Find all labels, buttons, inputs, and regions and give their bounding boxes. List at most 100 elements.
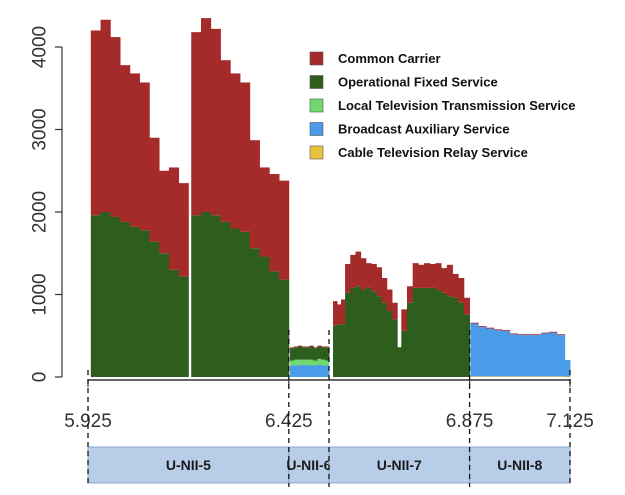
bar-ctrs-seg7-7 <box>525 376 534 377</box>
bar-cc-seg0-5 <box>139 82 150 231</box>
bar-cc-seg2-9 <box>325 346 330 348</box>
bar-cc-seg7-7 <box>525 334 534 336</box>
bar-cc-seg7-9 <box>541 332 550 334</box>
bar-bas-seg2-4 <box>305 365 310 377</box>
band-label-3: U-NII-8 <box>497 457 542 473</box>
bar-cc-seg2-8 <box>321 346 326 348</box>
bar-bas-seg7-10 <box>549 332 558 377</box>
bar-ofs-seg1-4 <box>230 228 241 377</box>
bar-cc-seg0-3 <box>120 65 131 222</box>
bar-bas-seg2-7 <box>317 364 322 378</box>
bar-cc-seg4-3 <box>360 258 367 290</box>
bar-bas-seg2-5 <box>309 365 314 377</box>
bar-ofs-seg0-5 <box>139 230 150 377</box>
legend-swatch-4 <box>309 145 324 160</box>
bar-cc-seg7-2 <box>486 327 495 329</box>
bar-bas-seg7-9 <box>541 333 550 377</box>
bar-cc-seg0-1 <box>100 19 111 212</box>
bar-cc-seg7-0 <box>470 322 479 324</box>
bar-cc-seg7-6 <box>517 334 526 336</box>
bar-ctrs-seg7-0 <box>470 376 479 377</box>
y-tick-label-1: 1000 <box>30 273 51 315</box>
bar-ofs-seg5-0 <box>397 347 402 377</box>
bar-ofs-seg1-8 <box>269 271 280 377</box>
bar-ofs-seg6-7 <box>441 292 448 377</box>
bar-ofs-seg1-6 <box>249 248 260 377</box>
bar-cc-seg4-5 <box>371 263 377 292</box>
bar-ofs-seg0-3 <box>120 221 131 377</box>
bar-cc-seg6-2 <box>412 263 419 288</box>
bar-cc-seg6-10 <box>458 278 465 303</box>
bar-cc-seg7-5 <box>509 333 518 335</box>
bar-cc-seg1-7 <box>259 167 270 257</box>
bar-ctrs-seg7-9 <box>541 376 550 377</box>
bar-ofs-seg4-1 <box>350 287 356 377</box>
bar-ofs-seg4-9 <box>392 319 398 377</box>
y-axis: 0 1000 2000 3000 4000 <box>30 26 63 382</box>
bar-cc-seg7-10 <box>549 331 558 333</box>
bar-ofs-seg4-2 <box>355 286 362 377</box>
bar-cc-seg4-4 <box>365 263 372 288</box>
bar-ofs-seg1-0 <box>191 215 202 377</box>
bar-cc-seg2-5 <box>309 345 314 347</box>
bar-bas-seg7-4 <box>501 330 511 377</box>
y-tick-label-0: 0 <box>30 372 51 383</box>
legend-swatch-3 <box>309 122 324 136</box>
y-tick-label-4: 4000 <box>30 26 51 68</box>
bar-ofs-seg1-9 <box>279 279 290 377</box>
x-tick-label-0: 5.925 <box>64 411 112 432</box>
bar-bas-seg7-3 <box>493 330 503 377</box>
legend-swatch-2 <box>309 98 324 113</box>
bar-bas-seg7-1 <box>478 326 487 377</box>
bar-ofs-seg6-10 <box>458 302 465 377</box>
x-tick-label-3: 7.125 <box>546 411 594 432</box>
bar-cc-seg2-1 <box>293 346 299 348</box>
bar-ofs-seg1-2 <box>210 215 221 377</box>
bar-cc-seg7-3 <box>493 329 503 331</box>
bar-cc-seg0-6 <box>149 137 160 242</box>
bar-cc-seg2-3 <box>301 346 307 348</box>
bar-layer <box>90 18 571 378</box>
bar-cc-seg3-2 <box>341 299 346 325</box>
band-label-0: U-NII-5 <box>166 457 211 473</box>
bar-ofs-seg0-6 <box>149 241 160 377</box>
bar-ofs-seg1-7 <box>259 256 270 377</box>
bar-cc-seg7-11 <box>556 334 566 336</box>
bar-bas-seg7-5 <box>509 334 518 377</box>
bar-ofs-seg6-2 <box>412 287 419 377</box>
bar-ltts-seg2-7 <box>317 358 322 365</box>
bar-bas-seg7-7 <box>525 335 534 377</box>
bar-cc-seg1-2 <box>210 28 221 216</box>
bar-cc-seg6-3 <box>418 264 425 288</box>
legend-label-3: Broadcast Auxiliary Service <box>338 122 510 137</box>
legend-swatch-0 <box>309 51 324 66</box>
bar-ofs-seg2-4 <box>305 347 310 360</box>
bar-ofs-seg6-11 <box>463 314 470 377</box>
bar-ctrs-seg8-0 <box>564 376 571 378</box>
bar-cc-seg6-8 <box>446 264 453 297</box>
bar-ofs-seg4-0 <box>345 292 351 377</box>
bar-ofs-seg4-8 <box>386 311 393 377</box>
bar-bas-seg7-6 <box>517 335 526 377</box>
bar-ltts-seg2-6 <box>313 360 318 366</box>
bar-cc-seg2-6 <box>313 347 318 349</box>
bar-ofs-seg1-1 <box>200 212 212 377</box>
bar-ofs-seg2-7 <box>317 346 322 359</box>
bar-cc-seg4-2 <box>355 251 362 287</box>
bar-cc-seg6-0 <box>401 309 408 331</box>
bar-ltts-seg2-8 <box>321 359 326 366</box>
bar-ofs-seg6-1 <box>406 302 414 377</box>
bar-cc-seg1-9 <box>279 180 290 280</box>
bar-ltts-seg2-0 <box>290 360 295 366</box>
bar-ofs-seg6-0 <box>401 330 408 377</box>
bar-ltts-seg2-9 <box>325 360 330 366</box>
bar-bas-seg2-0 <box>290 365 295 377</box>
bar-bas-seg2-1 <box>293 365 299 377</box>
bar-bas-seg2-3 <box>301 364 307 378</box>
bar-cc-seg7-8 <box>533 334 542 336</box>
legend-label-2: Local Television Transmission Service <box>338 98 575 113</box>
band-boundaries <box>87 330 571 487</box>
bar-ofs-seg4-5 <box>371 291 377 377</box>
bar-ofs-seg6-3 <box>418 287 425 377</box>
bar-cc-seg4-0 <box>345 263 351 293</box>
